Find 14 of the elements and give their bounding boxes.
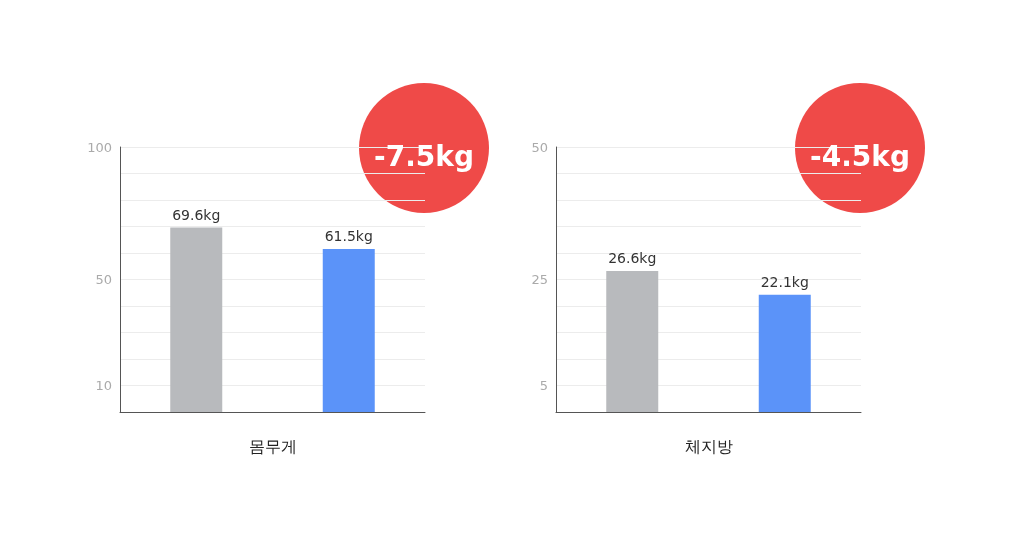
data-label: 22.1kg [760, 273, 809, 290]
annotation: -7.5kg [374, 139, 474, 173]
y-tick-label: 10 [95, 378, 112, 393]
annotation: -4.5kg [810, 139, 910, 173]
y-tick-label: 25 [531, 272, 548, 287]
x-axis-title: 체지방 [684, 436, 733, 456]
y-tick-label: 50 [95, 272, 112, 287]
x-axis-title: 몸무게 [248, 436, 297, 456]
data-label: 69.6kg [172, 206, 221, 223]
y-tick-label: 5 [539, 378, 548, 393]
y-tick-label: 50 [531, 139, 548, 155]
y-tick-label: 100 [87, 139, 112, 155]
data-label: 26.6kg [608, 250, 657, 267]
data-label: 61.5kg [324, 228, 373, 245]
